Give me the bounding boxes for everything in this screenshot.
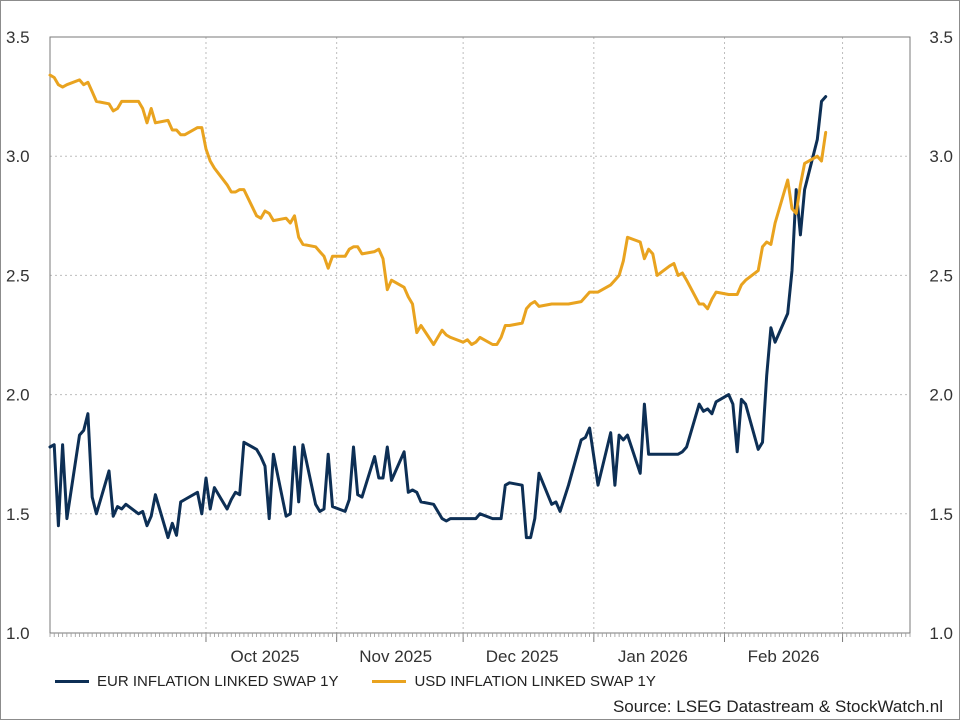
y-tick-label-left: 2.0 [6,386,30,405]
grid [50,37,910,633]
legend-label-eur: EUR INFLATION LINKED SWAP 1Y [97,673,339,690]
source-note: Source: LSEG Datastream & StockWatch.nl [612,697,943,716]
y-tick-label-left: 3.5 [6,28,30,47]
legend-label-usd: USD INFLATION LINKED SWAP 1Y [414,673,656,690]
legend-item-usd: USD INFLATION LINKED SWAP 1Y [372,673,656,690]
y-tick-label-left: 2.5 [6,266,30,285]
y-tick-label-right: 1.5 [929,505,953,524]
legend-item-eur: EUR INFLATION LINKED SWAP 1Y [55,673,338,690]
y-tick-label-right: 3.0 [929,147,953,166]
x-tick-label: Nov 2025 [359,647,432,666]
legend: EUR INFLATION LINKED SWAP 1Y USD INFLATI… [55,673,690,690]
series-lines [48,73,828,540]
y-tick-label-left: 1.0 [6,624,30,643]
y-tick-label-right: 2.5 [929,266,953,285]
y-tick-label-right: 3.5 [929,28,953,47]
x-tick-label: Jan 2026 [618,647,688,666]
legend-swatch-eur [55,680,89,683]
series-line-eur [48,95,828,540]
y-tick-label-right: 1.0 [929,624,953,643]
y-tick-label-left: 1.5 [6,505,30,524]
x-axis-ticks: Oct 2025 Nov 2025 Dec 2025 Jan 2026 Feb 2026 [49,633,911,666]
legend-swatch-usd [372,680,407,683]
x-tick-label: Oct 2025 [231,647,300,666]
series-line-usd [48,73,828,346]
y-axis-ticks: 1.0 1.0 1.5 1.5 2.0 2.0 2.5 2.5 3.0 3.0 3.5 3.5 [6,28,953,643]
x-tick-label: Dec 2025 [486,647,559,666]
plot-border [49,36,911,634]
x-tick-label: Feb 2026 [748,647,820,666]
y-tick-label-left: 3.0 [6,147,30,166]
y-tick-label-right: 2.0 [929,386,953,405]
